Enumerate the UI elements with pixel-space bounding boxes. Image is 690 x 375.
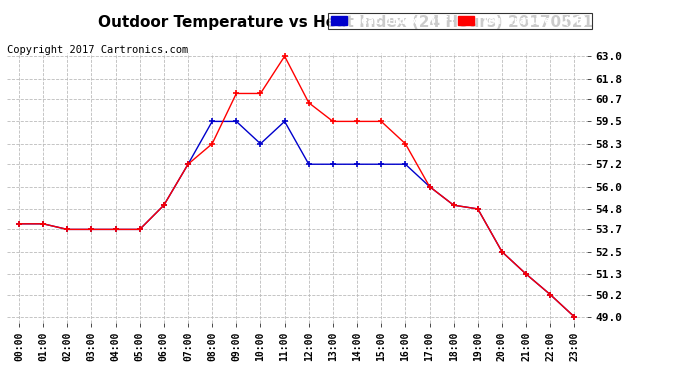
Text: Outdoor Temperature vs Heat Index (24 Hours) 20170521: Outdoor Temperature vs Heat Index (24 Ho… — [97, 15, 593, 30]
Text: Copyright 2017 Cartronics.com: Copyright 2017 Cartronics.com — [7, 45, 188, 55]
Legend: Heat Index  (°F), Temperature  (°F): Heat Index (°F), Temperature (°F) — [328, 13, 591, 29]
